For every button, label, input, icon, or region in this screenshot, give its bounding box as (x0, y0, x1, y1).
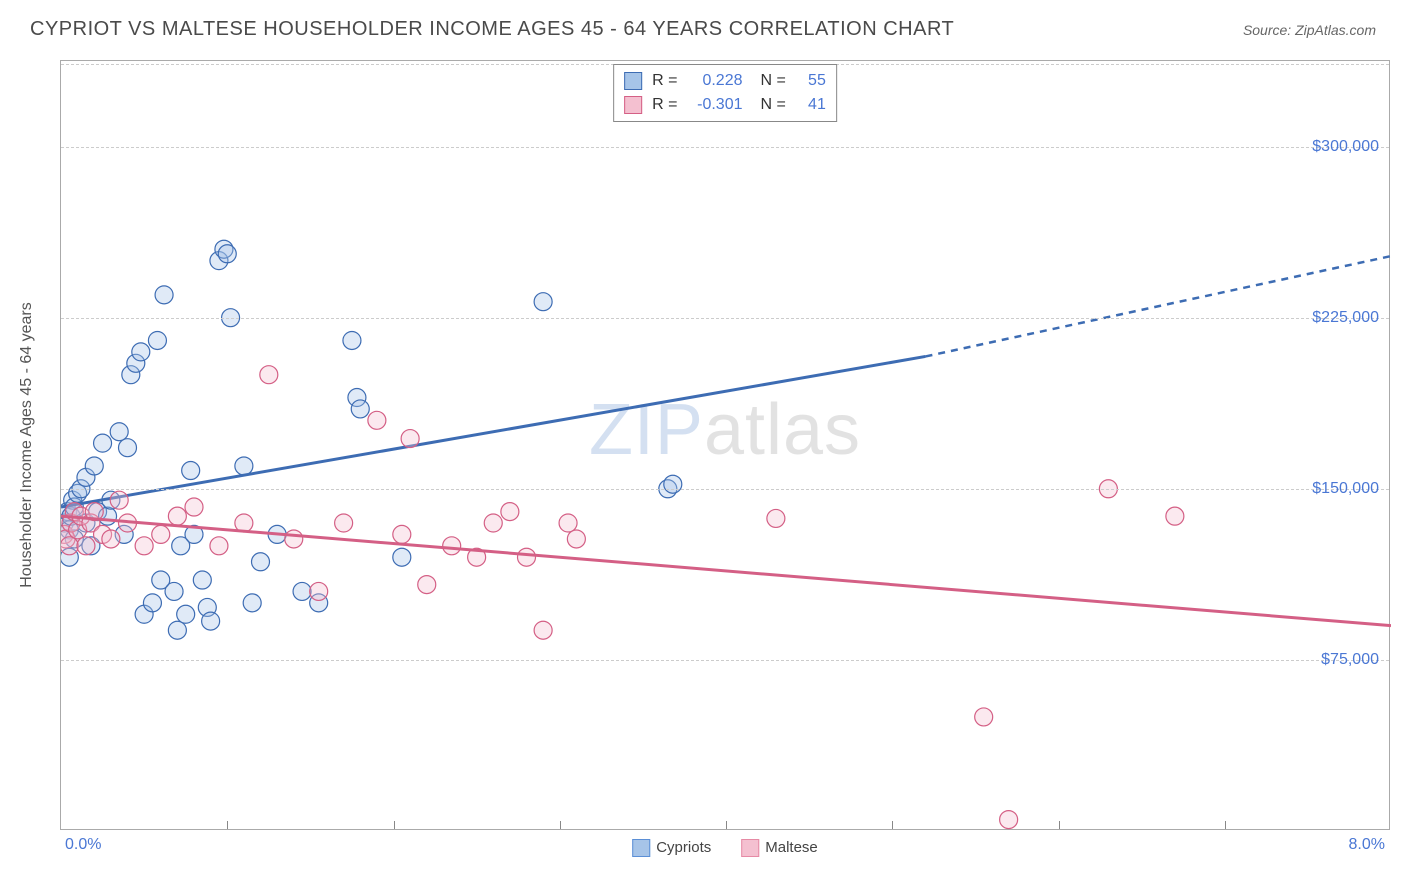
header: CYPRIOT VS MALTESE HOUSEHOLDER INCOME AG… (0, 0, 1406, 51)
gridline (61, 660, 1389, 661)
data-point (168, 507, 186, 525)
data-point (501, 503, 519, 521)
scatter-plot (61, 61, 1391, 831)
data-point (210, 537, 228, 555)
x-tick (560, 821, 561, 829)
data-point (185, 498, 203, 516)
chart-area: ZIPatlas Householder Income Ages 45 - 64… (60, 60, 1390, 830)
x-tick (1059, 821, 1060, 829)
data-point (202, 612, 220, 630)
data-point (119, 439, 137, 457)
n-value-cypriots: 55 (796, 69, 826, 93)
data-point (393, 548, 411, 566)
source-attribution: Source: ZipAtlas.com (1243, 22, 1376, 38)
data-point (168, 621, 186, 639)
y-tick-label: $300,000 (1312, 138, 1379, 156)
legend-item-maltese: Maltese (741, 839, 818, 857)
swatch-cypriots-icon (632, 839, 650, 857)
data-point (235, 457, 253, 475)
data-point (343, 331, 361, 349)
correlation-legend: R = 0.228 N = 55 R = -0.301 N = 41 (613, 64, 837, 122)
correlation-row-maltese: R = -0.301 N = 41 (624, 93, 826, 117)
data-point (368, 411, 386, 429)
data-point (534, 621, 552, 639)
swatch-maltese-icon (741, 839, 759, 857)
data-point (559, 514, 577, 532)
swatch-maltese (624, 96, 642, 114)
data-point (260, 366, 278, 384)
r-value-maltese: -0.301 (688, 93, 743, 117)
data-point (664, 475, 682, 493)
y-axis-label: Householder Income Ages 45 - 64 years (18, 302, 36, 588)
chart-title: CYPRIOT VS MALTESE HOUSEHOLDER INCOME AG… (30, 18, 954, 41)
data-point (534, 293, 552, 311)
data-point (335, 514, 353, 532)
x-tick (726, 821, 727, 829)
data-point (285, 530, 303, 548)
data-point (243, 594, 261, 612)
data-point (77, 537, 95, 555)
trend-line-extrapolated (926, 256, 1392, 356)
data-point (767, 509, 785, 527)
data-point (148, 331, 166, 349)
r-value-cypriots: 0.228 (688, 69, 743, 93)
swatch-cypriots (624, 72, 642, 90)
trend-line (61, 356, 926, 507)
data-point (1000, 811, 1018, 829)
data-point (518, 548, 536, 566)
data-point (567, 530, 585, 548)
x-axis-max-label: 8.0% (1349, 836, 1385, 854)
gridline (61, 318, 1389, 319)
y-tick-label: $150,000 (1312, 480, 1379, 498)
data-point (110, 423, 128, 441)
x-axis-min-label: 0.0% (65, 836, 101, 854)
data-point (401, 430, 419, 448)
x-tick (394, 821, 395, 829)
data-point (418, 576, 436, 594)
series-legend: Cypriots Maltese (632, 839, 818, 857)
data-point (85, 457, 103, 475)
data-point (443, 537, 461, 555)
data-point (218, 245, 236, 263)
gridline (61, 147, 1389, 148)
x-tick (227, 821, 228, 829)
data-point (102, 530, 120, 548)
y-tick-label: $75,000 (1321, 651, 1379, 669)
correlation-row-cypriots: R = 0.228 N = 55 (624, 69, 826, 93)
data-point (351, 400, 369, 418)
n-value-maltese: 41 (796, 93, 826, 117)
x-tick (892, 821, 893, 829)
y-tick-label: $225,000 (1312, 309, 1379, 327)
data-point (135, 537, 153, 555)
data-point (94, 434, 112, 452)
data-point (1166, 507, 1184, 525)
data-point (110, 491, 128, 509)
gridline (61, 489, 1389, 490)
data-point (393, 525, 411, 543)
x-tick (1225, 821, 1226, 829)
data-point (132, 343, 150, 361)
data-point (484, 514, 502, 532)
data-point (155, 286, 173, 304)
data-point (143, 594, 161, 612)
data-point (61, 537, 78, 555)
data-point (975, 708, 993, 726)
legend-item-cypriots: Cypriots (632, 839, 711, 857)
data-point (310, 582, 328, 600)
data-point (193, 571, 211, 589)
data-point (152, 525, 170, 543)
data-point (252, 553, 270, 571)
data-point (177, 605, 195, 623)
data-point (182, 462, 200, 480)
data-point (293, 582, 311, 600)
data-point (165, 582, 183, 600)
